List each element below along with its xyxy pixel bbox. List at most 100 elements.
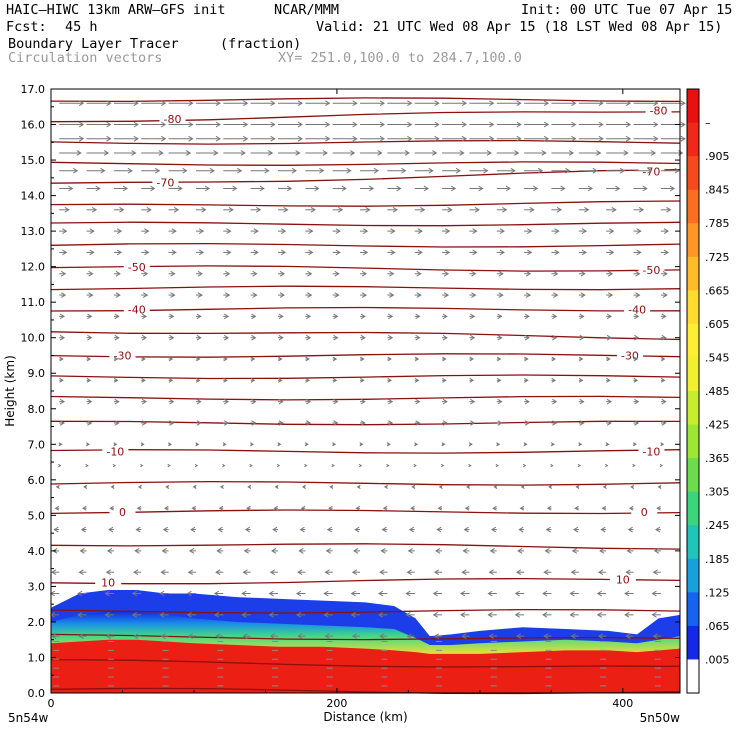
vector-head xyxy=(662,292,668,298)
colorbar-segment xyxy=(687,525,699,560)
vector-head xyxy=(355,505,360,511)
contour-label: -40 xyxy=(128,303,146,316)
colorbar-segment xyxy=(687,458,699,493)
vector-head xyxy=(244,526,250,533)
vector-head xyxy=(351,633,358,639)
vectors-label: Circulation vectors xyxy=(8,50,163,66)
vector-head xyxy=(272,526,278,533)
vector-head xyxy=(243,135,249,142)
vector-head xyxy=(373,167,380,174)
vector-head xyxy=(270,135,276,142)
contour-label-bg xyxy=(152,176,179,189)
contour-label-bg xyxy=(638,165,665,178)
vector-head xyxy=(415,313,421,320)
vector-head xyxy=(298,548,304,554)
colorbar-segment xyxy=(687,256,699,291)
vector-head xyxy=(592,167,598,174)
vector-head xyxy=(407,121,413,128)
vector-head xyxy=(83,484,88,489)
temperature-contour xyxy=(50,577,681,585)
vector-head xyxy=(524,377,529,383)
vector-head xyxy=(625,569,631,576)
vector-head xyxy=(198,249,205,256)
vector-head xyxy=(222,463,226,468)
temperature-contour xyxy=(50,374,681,380)
vector-head xyxy=(362,249,369,256)
vector-head xyxy=(632,442,637,447)
vector-head xyxy=(432,150,438,156)
vector-head xyxy=(195,442,200,447)
vector-head xyxy=(141,420,148,426)
vector-head xyxy=(471,292,477,298)
vector-head xyxy=(598,121,604,128)
contour-label-bg xyxy=(123,261,150,274)
vector-head xyxy=(333,334,339,341)
vector-head xyxy=(219,484,224,489)
y-tick-label: 15.0 xyxy=(21,154,46,167)
vector-head xyxy=(134,548,140,554)
vector-head xyxy=(514,150,520,156)
vector-head xyxy=(441,442,446,447)
vector-head xyxy=(223,377,228,383)
colorbar-segment xyxy=(687,391,699,426)
vector-head xyxy=(596,590,603,597)
temperature-contour xyxy=(50,449,681,454)
vector-head xyxy=(58,442,63,447)
temperature-contour xyxy=(50,200,681,207)
vector-head xyxy=(213,150,219,156)
vector-head xyxy=(78,569,84,576)
vector-head xyxy=(51,633,57,639)
vector-head xyxy=(580,292,586,298)
vector-head xyxy=(325,121,331,128)
vector-head xyxy=(164,505,169,511)
vector-head xyxy=(332,356,338,362)
vector-head xyxy=(188,100,194,107)
y-tick-label: 13.0 xyxy=(21,225,46,238)
vector-head xyxy=(110,484,115,489)
vector-head xyxy=(493,484,498,489)
contour-label: -50 xyxy=(128,261,146,274)
vector-head xyxy=(80,526,86,533)
vector-head xyxy=(434,135,440,142)
vector-head xyxy=(497,334,503,341)
vector-head xyxy=(88,270,94,277)
vector-head xyxy=(599,548,605,554)
vector-head xyxy=(389,270,395,277)
vector-head xyxy=(213,590,220,597)
vector-head xyxy=(352,100,358,107)
vector-head xyxy=(580,270,586,277)
vector-head xyxy=(579,420,585,426)
vector-head xyxy=(634,313,640,320)
vector-head xyxy=(113,442,118,447)
vector-head xyxy=(553,292,559,298)
x-end-label-left: 5n54w xyxy=(8,711,49,725)
vector-head xyxy=(381,526,387,533)
vector-head xyxy=(86,356,92,362)
vector-head xyxy=(634,398,640,405)
vector-head xyxy=(605,463,609,468)
colorbar-segment xyxy=(687,424,699,459)
x-end-label-right: 5n50w xyxy=(640,711,681,725)
y-tick-label: 17.0 xyxy=(21,83,46,96)
vector-head xyxy=(81,505,87,511)
vector-head xyxy=(246,505,251,511)
vector-head xyxy=(607,270,614,277)
vector-head xyxy=(663,228,670,234)
temperature-contour xyxy=(50,265,681,272)
vector-head xyxy=(104,612,110,618)
vector-head xyxy=(286,185,293,192)
vector-head xyxy=(581,249,587,256)
vector-head xyxy=(190,526,196,533)
vector-head xyxy=(297,100,303,107)
vector-head xyxy=(525,270,532,277)
vector-head xyxy=(470,398,476,405)
vector-head xyxy=(215,633,221,639)
vector-head xyxy=(114,420,120,426)
vector-head xyxy=(598,135,604,142)
vector-head xyxy=(113,356,119,362)
vector-head xyxy=(278,313,284,320)
contour-label: 10 xyxy=(101,577,115,590)
vector-head xyxy=(196,334,202,341)
vector-head xyxy=(443,292,450,298)
vector-head xyxy=(556,206,563,213)
